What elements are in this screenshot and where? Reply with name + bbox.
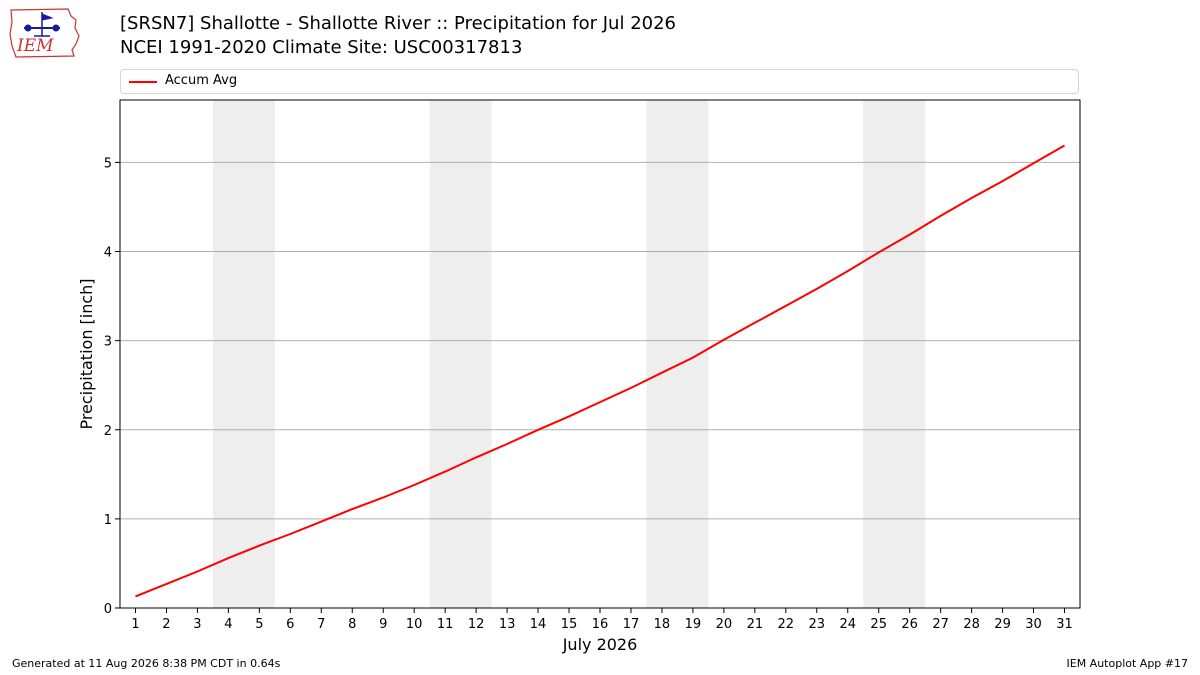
legend-label: Accum Avg (165, 73, 238, 88)
accum-avg-point (939, 215, 941, 217)
x-tick-label: 18 (654, 617, 671, 632)
logo-text: IEM (16, 36, 54, 56)
x-tick-label: 15 (561, 617, 578, 632)
accum-avg-point (754, 322, 756, 324)
x-tick-label: 10 (406, 617, 423, 632)
x-tick-label: 12 (468, 617, 485, 632)
accum-avg-point (196, 570, 198, 572)
x-tick-label: 3 (193, 617, 201, 632)
accum-avg-point (630, 387, 632, 389)
y-tick-label: 0 (104, 602, 112, 617)
x-tick-label: 13 (499, 617, 516, 632)
x-tick-label: 26 (901, 617, 918, 632)
x-tick-label: 2 (162, 617, 170, 632)
accum-avg-point (227, 557, 229, 559)
x-tick-label: 22 (778, 617, 795, 632)
accum-avg-point (1032, 162, 1034, 164)
accum-avg-point (258, 544, 260, 546)
y-tick-label: 5 (104, 156, 112, 171)
x-tick-label: 27 (932, 617, 949, 632)
accum-avg-point (382, 496, 384, 498)
accum-avg-point (351, 508, 353, 510)
chart-legend: Accum Avg (120, 69, 1079, 94)
x-tick-label: 9 (379, 617, 387, 632)
x-tick-label: 8 (348, 617, 356, 632)
accum-avg-point (816, 288, 818, 290)
accum-avg-point (908, 233, 910, 235)
accum-avg-point (878, 251, 880, 253)
accum-avg-point (1001, 180, 1003, 182)
y-tick-label: 1 (104, 513, 112, 528)
accum-avg-point (320, 520, 322, 522)
x-tick-label: 21 (747, 617, 764, 632)
weekend-band (212, 100, 275, 608)
accum-avg-point (444, 470, 446, 472)
x-tick-label: 11 (437, 617, 454, 632)
accum-avg-point (599, 401, 601, 403)
y-tick-label: 2 (104, 424, 112, 439)
accum-avg-point (692, 356, 694, 358)
accum-avg-point (847, 270, 849, 272)
x-tick-label: 30 (1025, 617, 1042, 632)
x-tick-label: 1 (131, 617, 139, 632)
x-tick-label: 20 (716, 617, 733, 632)
x-tick-label: 16 (592, 617, 609, 632)
accum-avg-line (135, 144, 1065, 598)
accum-avg-point (1063, 144, 1065, 146)
y-axis-label: Precipitation [inch] (77, 278, 96, 429)
x-tick-label: 19 (685, 617, 702, 632)
x-tick-label: 28 (963, 617, 980, 632)
x-tick-label: 17 (623, 617, 640, 632)
weekend-band (429, 100, 492, 608)
accum-avg-point (970, 197, 972, 199)
accum-avg-point (506, 443, 508, 445)
accum-avg-point (475, 456, 477, 458)
accum-avg-point (413, 484, 415, 486)
accum-avg-point (568, 415, 570, 417)
legend-line-swatch (129, 81, 157, 83)
y-tick-label: 4 (104, 246, 112, 261)
accum-avg-point (165, 583, 167, 585)
accum-avg-point (661, 372, 663, 374)
iowa-state-outline (9, 8, 80, 58)
x-tick-label: 23 (809, 617, 826, 632)
weekend-band (863, 100, 926, 608)
app-credit: IEM Autoplot App #17 (1066, 657, 1189, 670)
x-tick-label: 31 (1056, 617, 1073, 632)
x-tick-label: 4 (224, 617, 232, 632)
x-tick-label: 29 (994, 617, 1011, 632)
generated-timestamp: Generated at 11 Aug 2026 8:38 PM CDT in … (12, 657, 281, 670)
accum-avg-point (289, 533, 291, 535)
x-tick-label: 24 (839, 617, 856, 632)
x-tick-label: 5 (255, 617, 263, 632)
x-tick-label: 25 (870, 617, 887, 632)
accum-avg-point (134, 595, 136, 597)
x-tick-label: 7 (317, 617, 325, 632)
accum-avg-point (723, 339, 725, 341)
chart-title: [SRSN7] Shallotte - Shallotte River :: P… (120, 13, 676, 34)
x-axis-label: July 2026 (562, 635, 638, 654)
x-tick-label: 6 (286, 617, 294, 632)
chart-subtitle: NCEI 1991-2020 Climate Site: USC00317813 (120, 37, 523, 58)
accum-avg-point (785, 305, 787, 307)
accum-avg-point (537, 429, 539, 431)
plot-frame (119, 99, 1081, 609)
x-tick-label: 14 (530, 617, 547, 632)
weather-station-icon (24, 12, 60, 37)
iem-logo: IEM (9, 8, 80, 58)
y-tick-label: 3 (104, 335, 112, 350)
